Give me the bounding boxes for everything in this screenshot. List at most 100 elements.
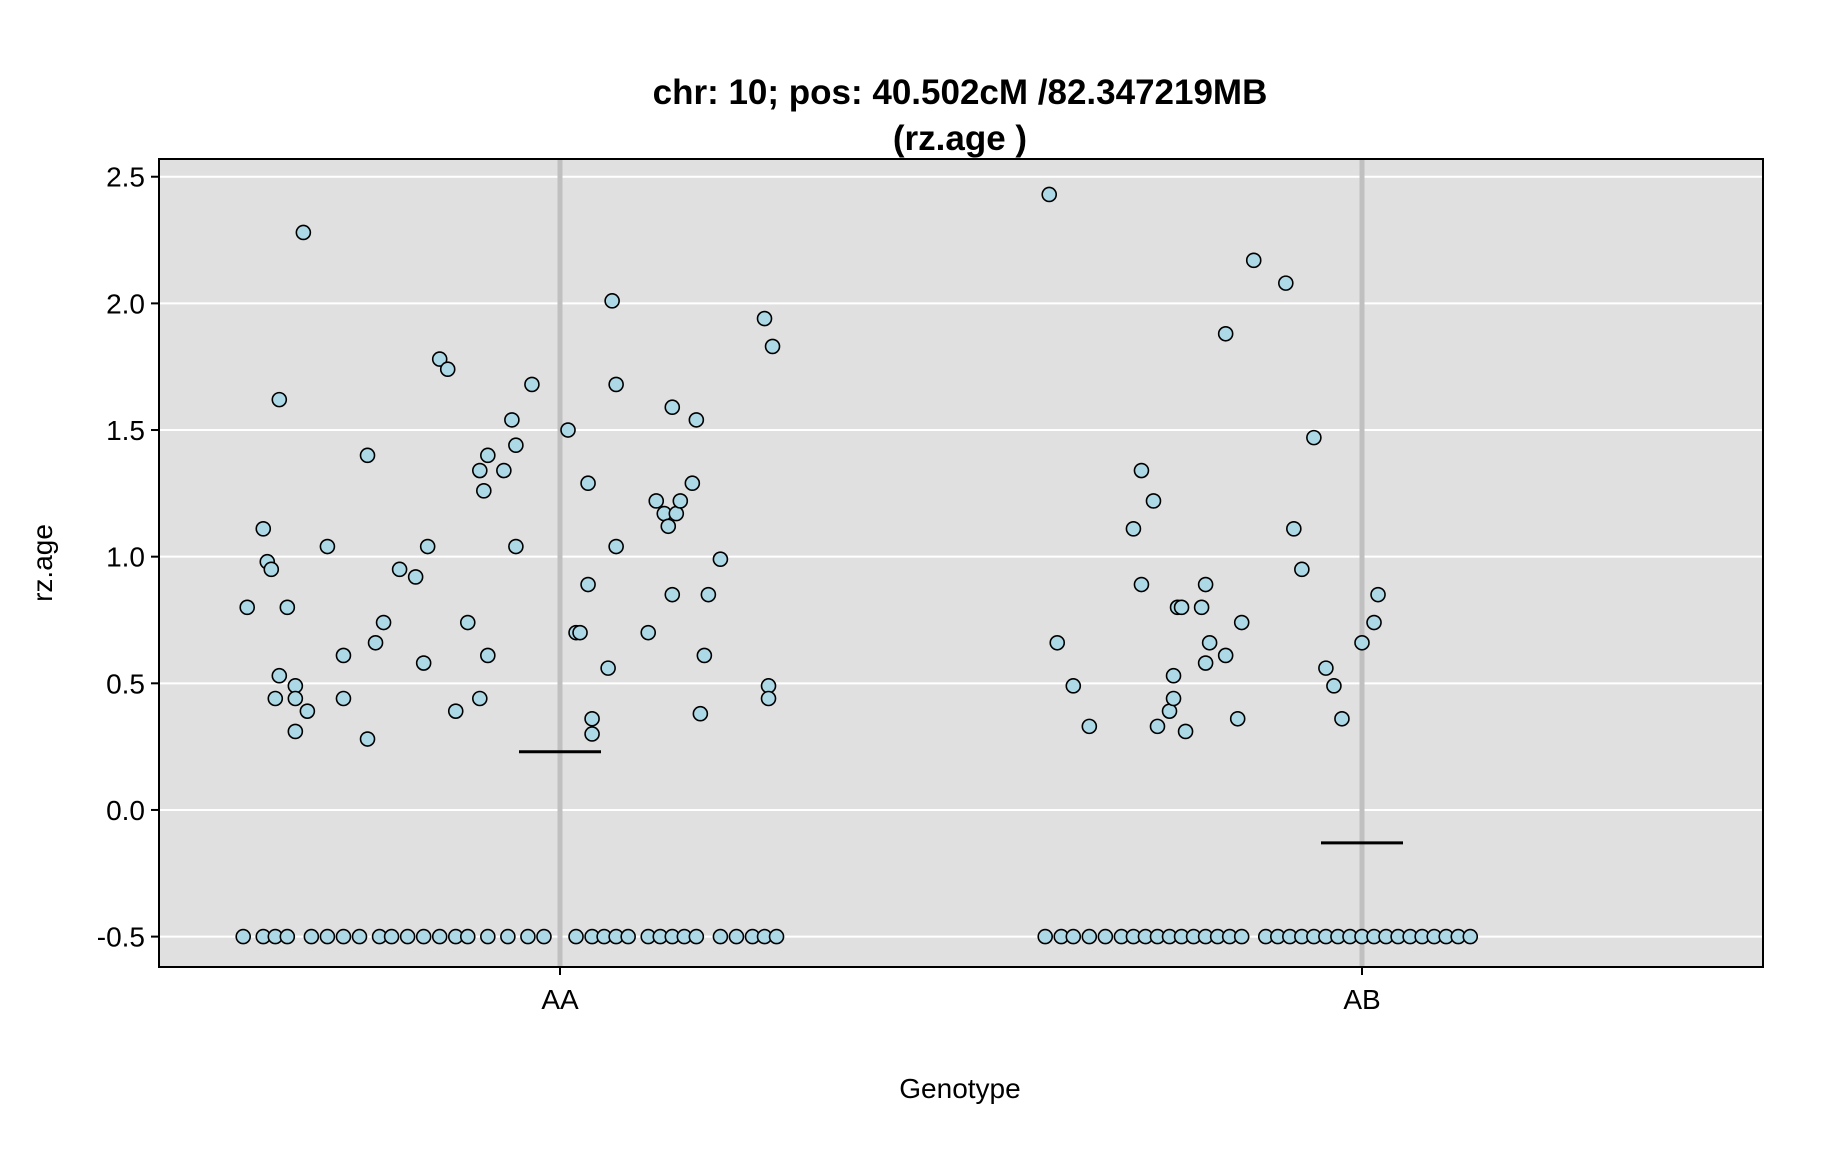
data-point [668,505,685,522]
chart-subtitle: (rz.age ) [893,119,1027,158]
data-point [1334,710,1350,727]
data-point [391,561,408,578]
data-point [1145,493,1162,509]
data-point [1193,599,1210,616]
data-point [688,412,705,428]
plot-panel [159,159,1763,967]
y-tick-label: 2.5 [106,162,145,193]
data-point [1197,655,1214,671]
data-point [604,293,620,309]
data-point [1233,614,1250,631]
data-point [756,310,773,327]
data-point [476,483,492,499]
y-tick-label: 1.0 [106,542,145,573]
y-tick-label: 1.5 [106,415,145,446]
data-point [696,647,713,664]
data-point [1286,521,1302,537]
data-point [1229,710,1246,727]
data-point [1097,928,1114,945]
data-point [359,731,376,747]
mean-lines [519,750,1403,845]
data-point [480,647,496,664]
data-point [700,586,717,603]
data-point [728,928,745,945]
data-point [508,437,524,454]
data-point [1125,521,1142,537]
data-point [263,561,280,578]
y-tick-label: 0.0 [106,795,145,826]
chart-title: chr: 10; pos: 40.502cM /82.347219MB [653,73,1268,112]
data-point [415,928,432,945]
data-point [1197,576,1214,593]
data-point [235,928,252,945]
data-point [584,710,600,727]
data-point [287,690,304,707]
data-point [608,376,624,393]
data-point [375,614,392,631]
data-point [335,928,352,945]
data-point [496,462,512,479]
data-point [620,928,636,945]
data-point [568,928,584,945]
data-point [279,599,296,616]
data-point [303,928,320,945]
data-point [271,667,288,684]
y-tick-label: -0.5 [97,922,145,953]
y-axis-title: rz.age [27,524,58,602]
data-point [239,599,256,616]
data-point [1278,275,1294,291]
data-point [684,475,701,492]
data-point [712,551,729,568]
plot-border [158,158,1764,968]
data-point [1173,599,1190,616]
data-point [1065,928,1082,945]
data-point [508,538,524,555]
data-point [431,351,448,367]
data-point [500,928,516,945]
data-point [580,576,596,593]
data-point [1245,252,1262,269]
data-point [1049,634,1066,651]
y-tick-label: 2.0 [106,288,145,319]
data-point [1233,928,1250,945]
data-point [572,624,588,641]
data-points [235,186,1479,945]
data-point [471,690,488,707]
y-axis-ticks: -0.5 0.0 0.5 1.0 1.5 2.0 2.5 [97,162,159,953]
data-point [600,660,616,676]
data-point [1354,634,1370,651]
data-point [1065,678,1082,694]
data-point [1318,660,1334,676]
data-point [319,538,336,555]
data-point [279,928,296,945]
data-point [335,690,352,707]
data-point [1081,718,1098,735]
data-point [1133,576,1150,593]
data-point [1217,647,1234,664]
x-tick-label: AA [541,984,579,1015]
data-point [359,447,376,464]
x-tick-label: AB [1343,984,1380,1015]
data-point [712,928,729,945]
data-point [1217,325,1234,342]
x-axis-title: Genotype [899,1073,1020,1104]
data-point [584,726,600,742]
data-point [299,703,316,719]
data-point [580,475,596,492]
data-point [415,655,432,671]
data-point [688,928,705,945]
data-point [1294,561,1310,578]
data-point [447,703,464,719]
data-point [480,928,496,945]
data-point [1306,429,1322,446]
data-point [255,521,272,537]
data-point [536,928,552,945]
data-point [648,493,665,509]
data-point [768,928,785,945]
data-point [383,928,400,945]
data-point [480,447,496,464]
data-point [1165,690,1182,707]
data-point [692,705,709,722]
data-point [524,376,540,393]
